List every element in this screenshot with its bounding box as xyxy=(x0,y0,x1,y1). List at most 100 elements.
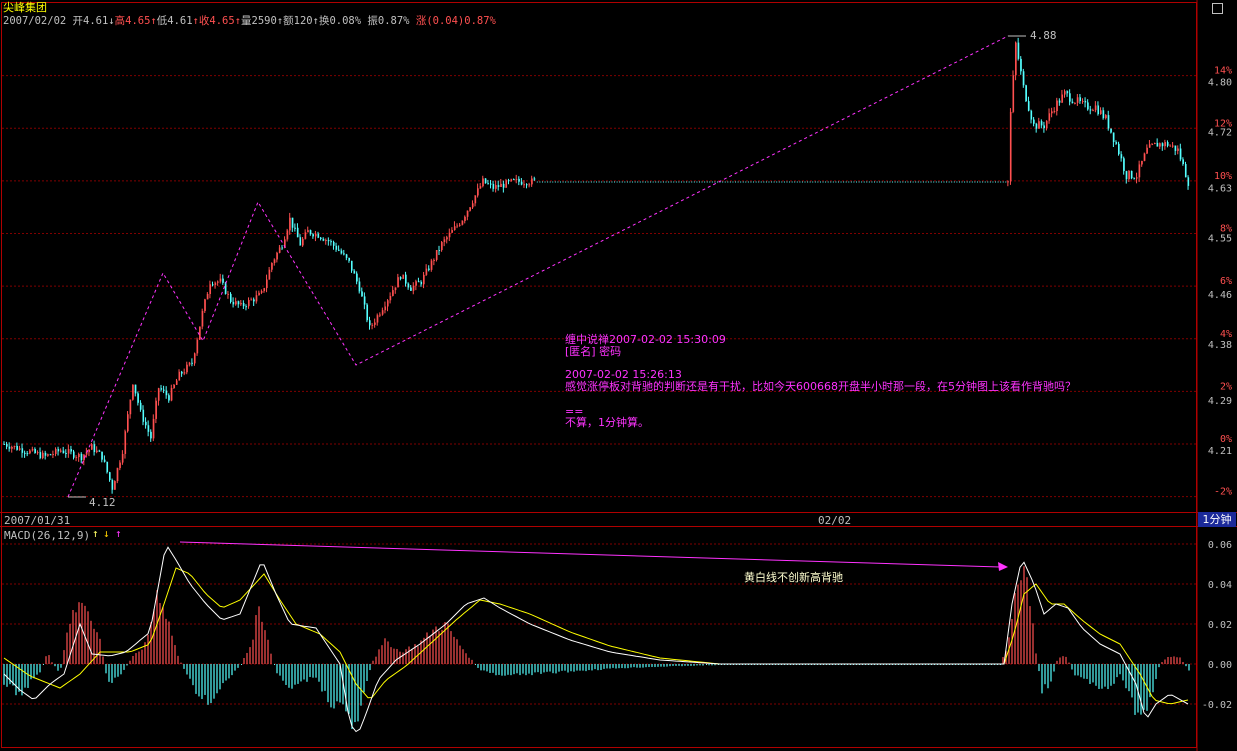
candle-body xyxy=(420,281,423,285)
flat-tick xyxy=(925,181,927,183)
candle-body xyxy=(24,452,26,454)
flat-tick xyxy=(724,181,726,183)
candle-body xyxy=(214,282,217,286)
candle-body xyxy=(253,299,255,302)
info-segment: 2007/02/02 开4.61 xyxy=(3,15,109,27)
candle-body xyxy=(502,183,505,188)
candle-body xyxy=(1079,97,1082,102)
flat-tick xyxy=(727,181,729,183)
candle-body xyxy=(129,399,132,415)
flat-tick xyxy=(935,181,937,183)
info-segment: 涨(0.04)0.87% xyxy=(409,15,496,27)
candle-body xyxy=(314,233,317,237)
candle-body xyxy=(34,448,36,454)
flat-tick xyxy=(668,181,670,183)
macd-indicator-label[interactable]: MACD(26,12,9) xyxy=(4,529,91,542)
flat-tick xyxy=(557,181,559,183)
candle-body xyxy=(116,468,119,482)
period-tab[interactable]: 1分钟 xyxy=(1198,512,1236,527)
candle-body xyxy=(281,247,284,249)
candle-body xyxy=(157,388,160,401)
candle-body xyxy=(1020,58,1022,72)
candle-body xyxy=(405,274,407,284)
candle-body xyxy=(461,220,464,225)
candle-body xyxy=(487,183,490,185)
flat-tick xyxy=(554,181,556,183)
macd-axis-label: 0.06 xyxy=(1208,540,1232,551)
candle-body xyxy=(186,364,188,373)
candle-body xyxy=(1033,119,1035,124)
flat-tick xyxy=(626,181,628,183)
flat-tick xyxy=(567,181,569,183)
candle-body xyxy=(18,448,21,450)
candle-body xyxy=(1107,115,1110,129)
flat-tick xyxy=(590,181,592,183)
candle-body xyxy=(75,457,78,459)
flat-tick xyxy=(696,181,698,183)
pct-label: 8% xyxy=(1220,224,1232,235)
candle-body xyxy=(1182,159,1184,165)
candle-body xyxy=(448,232,451,238)
flat-tick xyxy=(755,181,757,183)
flat-tick xyxy=(835,181,837,183)
candle-body xyxy=(330,241,332,243)
candle-body xyxy=(173,384,175,388)
flat-tick xyxy=(817,181,819,183)
candle-body xyxy=(139,402,142,410)
candle-body xyxy=(65,453,67,455)
flat-tick xyxy=(758,181,760,183)
candle-body xyxy=(531,178,533,185)
info-segment: ↑ xyxy=(192,15,199,27)
flat-tick xyxy=(930,181,932,183)
flat-tick xyxy=(735,181,737,183)
window-button[interactable] xyxy=(1212,3,1223,14)
candle-body xyxy=(1128,170,1130,180)
candle-body xyxy=(70,449,73,452)
flat-tick xyxy=(964,181,966,183)
peak-label: 4.88 xyxy=(1030,29,1057,42)
divergence-arrow-line xyxy=(179,541,1001,568)
candle-body xyxy=(366,304,369,321)
flat-tick xyxy=(673,181,675,183)
candle-body xyxy=(286,230,289,240)
candle-body xyxy=(260,291,263,293)
candle-body xyxy=(1048,113,1051,121)
candle-body xyxy=(384,306,387,311)
candle-body xyxy=(1179,148,1182,160)
flat-tick xyxy=(837,181,839,183)
candle-body xyxy=(209,284,212,294)
candle-body xyxy=(119,462,121,469)
candle-body xyxy=(31,448,34,451)
price-label: 4.29 xyxy=(1208,396,1232,407)
flat-tick xyxy=(709,181,711,183)
candle-body xyxy=(374,322,376,325)
flat-tick xyxy=(637,181,639,183)
flat-tick xyxy=(632,181,634,183)
flat-tick xyxy=(889,181,891,183)
candle-body xyxy=(42,452,44,459)
flat-tick xyxy=(753,181,755,183)
candle-body xyxy=(230,293,232,302)
flat-tick xyxy=(662,181,664,183)
candle-body xyxy=(1100,110,1102,115)
info-segment: 额120 xyxy=(283,15,313,27)
candle-body xyxy=(1130,170,1133,179)
candle-body xyxy=(1040,121,1043,126)
candle-body xyxy=(8,446,11,449)
flat-tick xyxy=(786,181,788,183)
low-label: 4.12 xyxy=(89,496,116,509)
price-label: 4.55 xyxy=(1208,234,1232,245)
flat-tick xyxy=(585,181,587,183)
flat-tick xyxy=(536,181,538,183)
flat-tick xyxy=(578,181,580,183)
candle-body xyxy=(312,234,314,237)
candle-body xyxy=(145,421,147,426)
candle-body xyxy=(492,184,495,189)
flat-tick xyxy=(969,181,971,183)
candle-body xyxy=(1154,142,1156,144)
candle-body xyxy=(500,183,502,187)
candle-body xyxy=(160,388,163,390)
candle-body xyxy=(477,188,479,196)
candle-body xyxy=(497,185,500,187)
